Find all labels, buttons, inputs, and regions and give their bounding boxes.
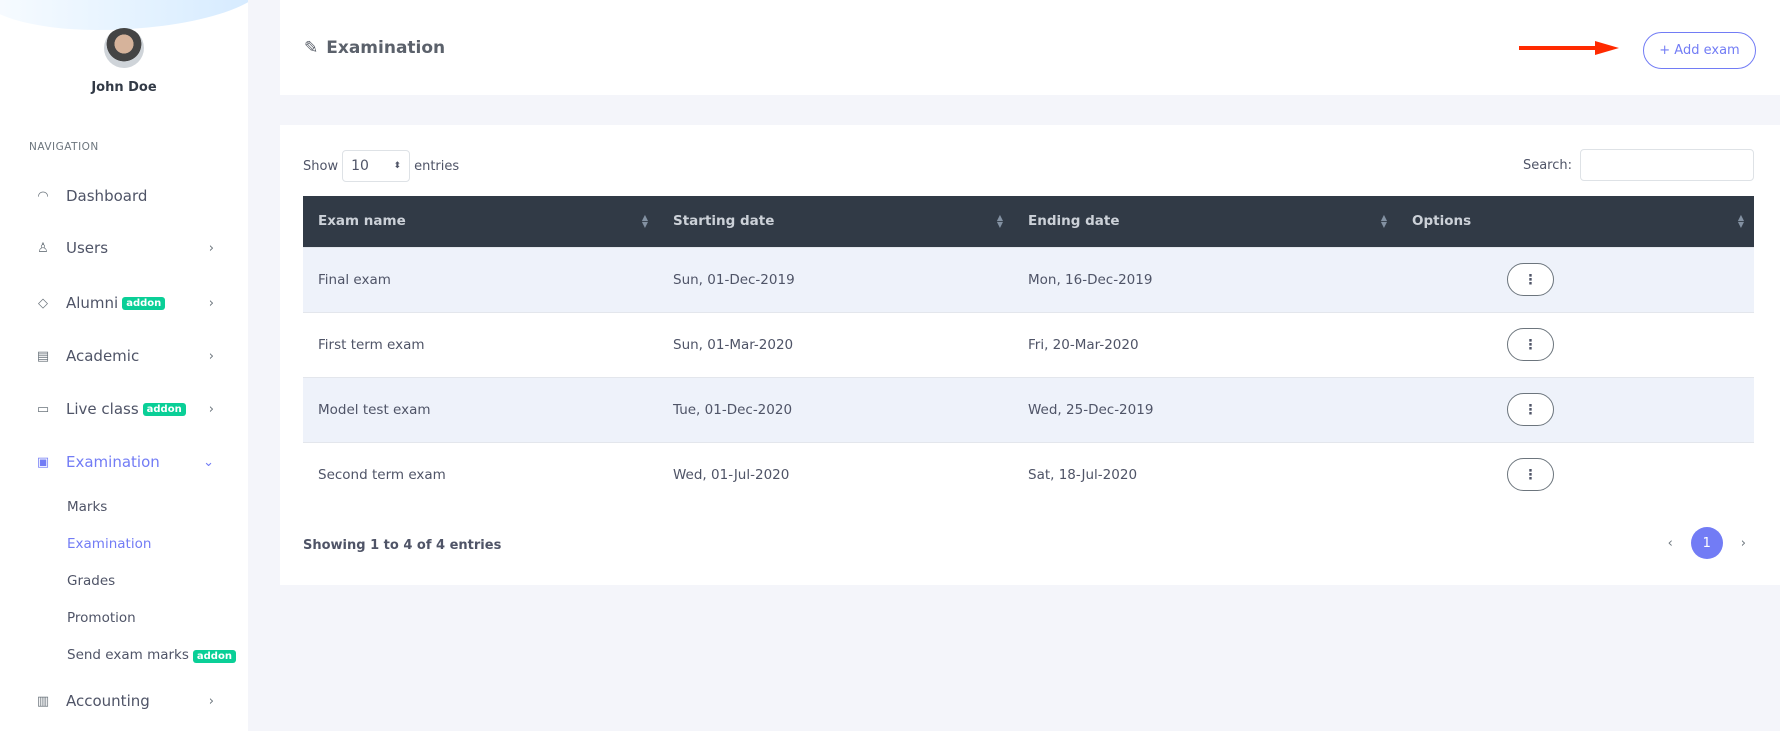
chevron-right-icon: › bbox=[208, 295, 214, 311]
user-name: John Doe bbox=[91, 80, 157, 95]
show-label: Show bbox=[303, 158, 339, 174]
sidebar-item-label: Academic bbox=[66, 347, 140, 365]
submenu-promotion[interactable]: Promotion bbox=[67, 610, 136, 626]
chevron-right-icon: › bbox=[208, 401, 214, 417]
submenu-label: Send exam marks bbox=[67, 647, 189, 663]
store-icon: ▤ bbox=[36, 348, 50, 364]
nav-heading: NAVIGATION bbox=[29, 141, 99, 153]
page-size-value: 10 bbox=[351, 158, 369, 174]
sort-icon: ▲ ▼ bbox=[1737, 213, 1744, 229]
add-exam-button[interactable]: + Add exam bbox=[1643, 32, 1756, 69]
sidebar-item-label: Users bbox=[66, 239, 109, 257]
start-date-cell: Sun, 01-Dec-2019 bbox=[658, 246, 1013, 312]
addon-badge: addon bbox=[192, 650, 236, 663]
column-label: Ending date bbox=[1028, 213, 1120, 230]
end-date-cell: Mon, 16-Dec-2019 bbox=[1013, 246, 1397, 312]
column-header-ending-date[interactable]: Ending date ▲ ▼ bbox=[1013, 196, 1397, 247]
previous-page-button[interactable]: ‹ bbox=[1667, 535, 1673, 551]
exam-name-cell: Second term exam bbox=[303, 441, 658, 507]
options-cell: ⋮ bbox=[1397, 246, 1754, 312]
sidebar-item-label: Alumni bbox=[66, 294, 119, 312]
sidebar-item-label: Live class bbox=[66, 400, 139, 418]
page-length-control: Show 10 ⬍ entries bbox=[303, 150, 459, 182]
decorative-wave bbox=[0, 0, 248, 30]
sidebar-item-examination[interactable]: ▣ Examination ⌄ bbox=[0, 442, 248, 482]
options-cell: ⋮ bbox=[1397, 376, 1754, 442]
end-date-cell: Wed, 25-Dec-2019 bbox=[1013, 376, 1397, 442]
sort-updown-icon: ⬍ bbox=[393, 161, 402, 171]
column-header-starting-date[interactable]: Starting date ▲ ▼ bbox=[658, 196, 1013, 247]
table-row: Second term exam Wed, 01-Jul-2020 Sat, 18-… bbox=[303, 441, 1754, 507]
sort-icon: ▲ ▼ bbox=[1380, 213, 1387, 229]
clipboard-icon: ▣ bbox=[36, 454, 50, 470]
red-arrow-annotation bbox=[1519, 41, 1619, 55]
entries-label: entries bbox=[414, 158, 460, 174]
search-control: Search: bbox=[1523, 149, 1754, 181]
sidebar-item-label: Dashboard bbox=[66, 187, 148, 205]
sidebar-item-accounting[interactable]: ▥ Accounting › bbox=[0, 681, 248, 721]
page-header: ✎ Examination + Add exam bbox=[280, 0, 1780, 95]
start-date-cell: Tue, 01-Dec-2020 bbox=[658, 376, 1013, 442]
next-page-button[interactable]: › bbox=[1740, 535, 1746, 551]
end-date-cell: Fri, 20-Mar-2020 bbox=[1013, 311, 1397, 377]
sort-icon: ▲ ▼ bbox=[996, 213, 1003, 229]
gauge-icon: ◠ bbox=[37, 188, 49, 204]
pagination: ‹ 1 › bbox=[1668, 527, 1746, 559]
page-title: ✎ Examination bbox=[304, 38, 445, 58]
column-header-options[interactable]: Options ▲ ▼ bbox=[1397, 196, 1754, 247]
submenu-send-exam-marks[interactable]: Send exam marks addon bbox=[67, 647, 236, 663]
more-options-button[interactable]: ⋮ bbox=[1507, 458, 1554, 492]
video-icon: ▭ bbox=[36, 401, 50, 417]
page-title-text: Examination bbox=[326, 38, 446, 58]
more-options-button[interactable]: ⋮ bbox=[1507, 263, 1554, 296]
exam-name-cell: Model test exam bbox=[303, 376, 658, 442]
user-icon: ♙ bbox=[37, 240, 49, 256]
pencil-icon: ✎ bbox=[304, 38, 319, 58]
end-date-cell: Sat, 18-Jul-2020 bbox=[1013, 441, 1397, 507]
exam-name-cell: First term exam bbox=[303, 311, 658, 377]
start-date-cell: Sun, 01-Mar-2020 bbox=[658, 311, 1013, 377]
submenu-examination[interactable]: Examination bbox=[67, 536, 152, 552]
more-options-button[interactable]: ⋮ bbox=[1507, 328, 1554, 361]
sidebar-item-live-class[interactable]: ▭ Live class addon › bbox=[0, 389, 248, 429]
column-header-exam-name[interactable]: Exam name ▲ ▼ bbox=[303, 196, 658, 247]
sidebar-item-label: Examination bbox=[66, 453, 160, 471]
briefcase-icon: ▥ bbox=[36, 693, 50, 709]
more-options-button[interactable]: ⋮ bbox=[1507, 393, 1554, 426]
sidebar-item-dashboard[interactable]: ◠ Dashboard bbox=[0, 176, 248, 216]
table-info: Showing 1 to 4 of 4 entries bbox=[303, 538, 502, 553]
chevron-right-icon: › bbox=[208, 240, 214, 256]
graduation-cap-icon: ◇ bbox=[38, 295, 48, 311]
chevron-right-icon: › bbox=[208, 693, 214, 709]
table-row: Final exam Sun, 01-Dec-2019 Mon, 16-Dec-20… bbox=[303, 246, 1754, 312]
sidebar-item-label: Accounting bbox=[66, 692, 150, 710]
search-label: Search: bbox=[1522, 157, 1572, 173]
options-cell: ⋮ bbox=[1397, 311, 1754, 377]
exam-table-card: Show 10 ⬍ entries Search: Exam name ▲ ▼ Sta… bbox=[280, 125, 1780, 585]
avatar[interactable] bbox=[104, 28, 144, 68]
page-1-button[interactable]: 1 bbox=[1690, 527, 1723, 559]
sidebar: John Doe NAVIGATION ◠ Dashboard ♙ Users › ◇… bbox=[0, 0, 248, 731]
sidebar-item-users[interactable]: ♙ Users › bbox=[0, 228, 248, 268]
submenu-marks[interactable]: Marks bbox=[67, 499, 108, 515]
page-size-select[interactable]: 10 ⬍ bbox=[342, 150, 411, 182]
table-row: Model test exam Tue, 01-Dec-2020 Wed, 25-D… bbox=[303, 376, 1754, 442]
submenu-grades[interactable]: Grades bbox=[67, 573, 116, 589]
column-label: Exam name bbox=[318, 213, 406, 230]
chevron-right-icon: › bbox=[208, 348, 214, 364]
start-date-cell: Wed, 01-Jul-2020 bbox=[658, 441, 1013, 507]
sidebar-item-academic[interactable]: ▤ Academic › bbox=[0, 336, 248, 376]
column-label: Starting date bbox=[673, 213, 775, 230]
search-input[interactable] bbox=[1580, 149, 1754, 181]
options-cell: ⋮ bbox=[1397, 441, 1754, 507]
chevron-down-icon: ⌄ bbox=[203, 454, 214, 470]
sidebar-item-alumni[interactable]: ◇ Alumni addon › bbox=[0, 283, 248, 323]
table-row: First term exam Sun, 01-Mar-2020 Fri, 20-M… bbox=[303, 311, 1754, 377]
sort-icon: ▲ ▼ bbox=[641, 213, 648, 229]
exam-name-cell: Final exam bbox=[303, 246, 658, 312]
exam-table: Exam name ▲ ▼ Starting date ▲ ▼ Ending date ▲… bbox=[303, 196, 1754, 507]
addon-badge: addon bbox=[122, 296, 166, 310]
addon-badge: addon bbox=[142, 402, 186, 416]
column-label: Options bbox=[1412, 213, 1472, 230]
